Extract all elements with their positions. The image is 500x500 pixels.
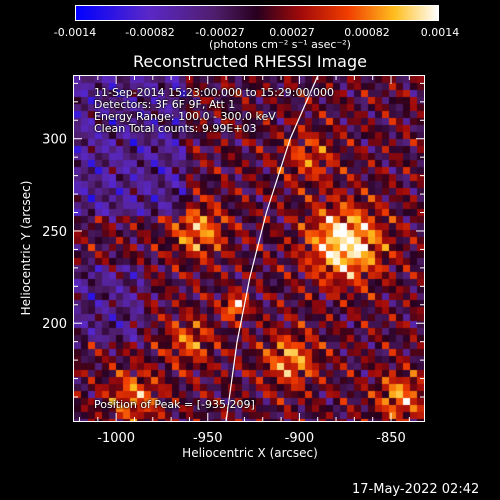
x-tick-label: -950 [193, 431, 223, 446]
solar-limb-curve [225, 75, 319, 422]
y-axis-label: Heliocentric Y (arcsec) [19, 180, 33, 316]
plot-frame [73, 75, 425, 422]
colorbar [75, 5, 439, 21]
colorbar-tick-label: -0.0014 [53, 26, 97, 39]
colorbar-tick-label: -0.00082 [125, 26, 175, 39]
info-peak-position: Position of Peak = [-935,209] [94, 398, 255, 411]
info-clean-counts: Clean Total counts: 9.99E+03 [94, 122, 257, 135]
chart-title: Reconstructed RHESSI Image [133, 52, 367, 71]
heatmap-image [74, 76, 424, 421]
info-time-range: 11-Sep-2014 15:23:00.000 to 15:29:00.000 [94, 86, 334, 99]
colorbar-tick-label: -0.00027 [195, 26, 245, 39]
colorbar-tick-label: 0.0014 [420, 26, 460, 39]
colorbar-units-label: (photons cm⁻² s⁻¹ asec⁻²) [209, 38, 351, 51]
x-tick-label: -850 [376, 431, 406, 446]
colorbar-tick-label: 0.00082 [344, 26, 390, 39]
y-tick-label: 200 [42, 317, 67, 332]
x-axis-label: Heliocentric X (arcsec) [182, 446, 318, 460]
x-tick-label: -900 [285, 431, 315, 446]
info-energy-range: Energy Range: 100.0 - 300.0 keV [94, 110, 276, 123]
colorbar-tick-label: 0.00027 [269, 26, 315, 39]
x-tick-label: -1000 [97, 431, 135, 446]
y-tick-label: 250 [42, 225, 67, 240]
footer-timestamp: 17-May-2022 02:42 [352, 482, 480, 497]
info-detectors: Detectors: 3F 6F 9F, Att 1 [94, 98, 236, 111]
y-tick-label: 300 [42, 133, 67, 148]
